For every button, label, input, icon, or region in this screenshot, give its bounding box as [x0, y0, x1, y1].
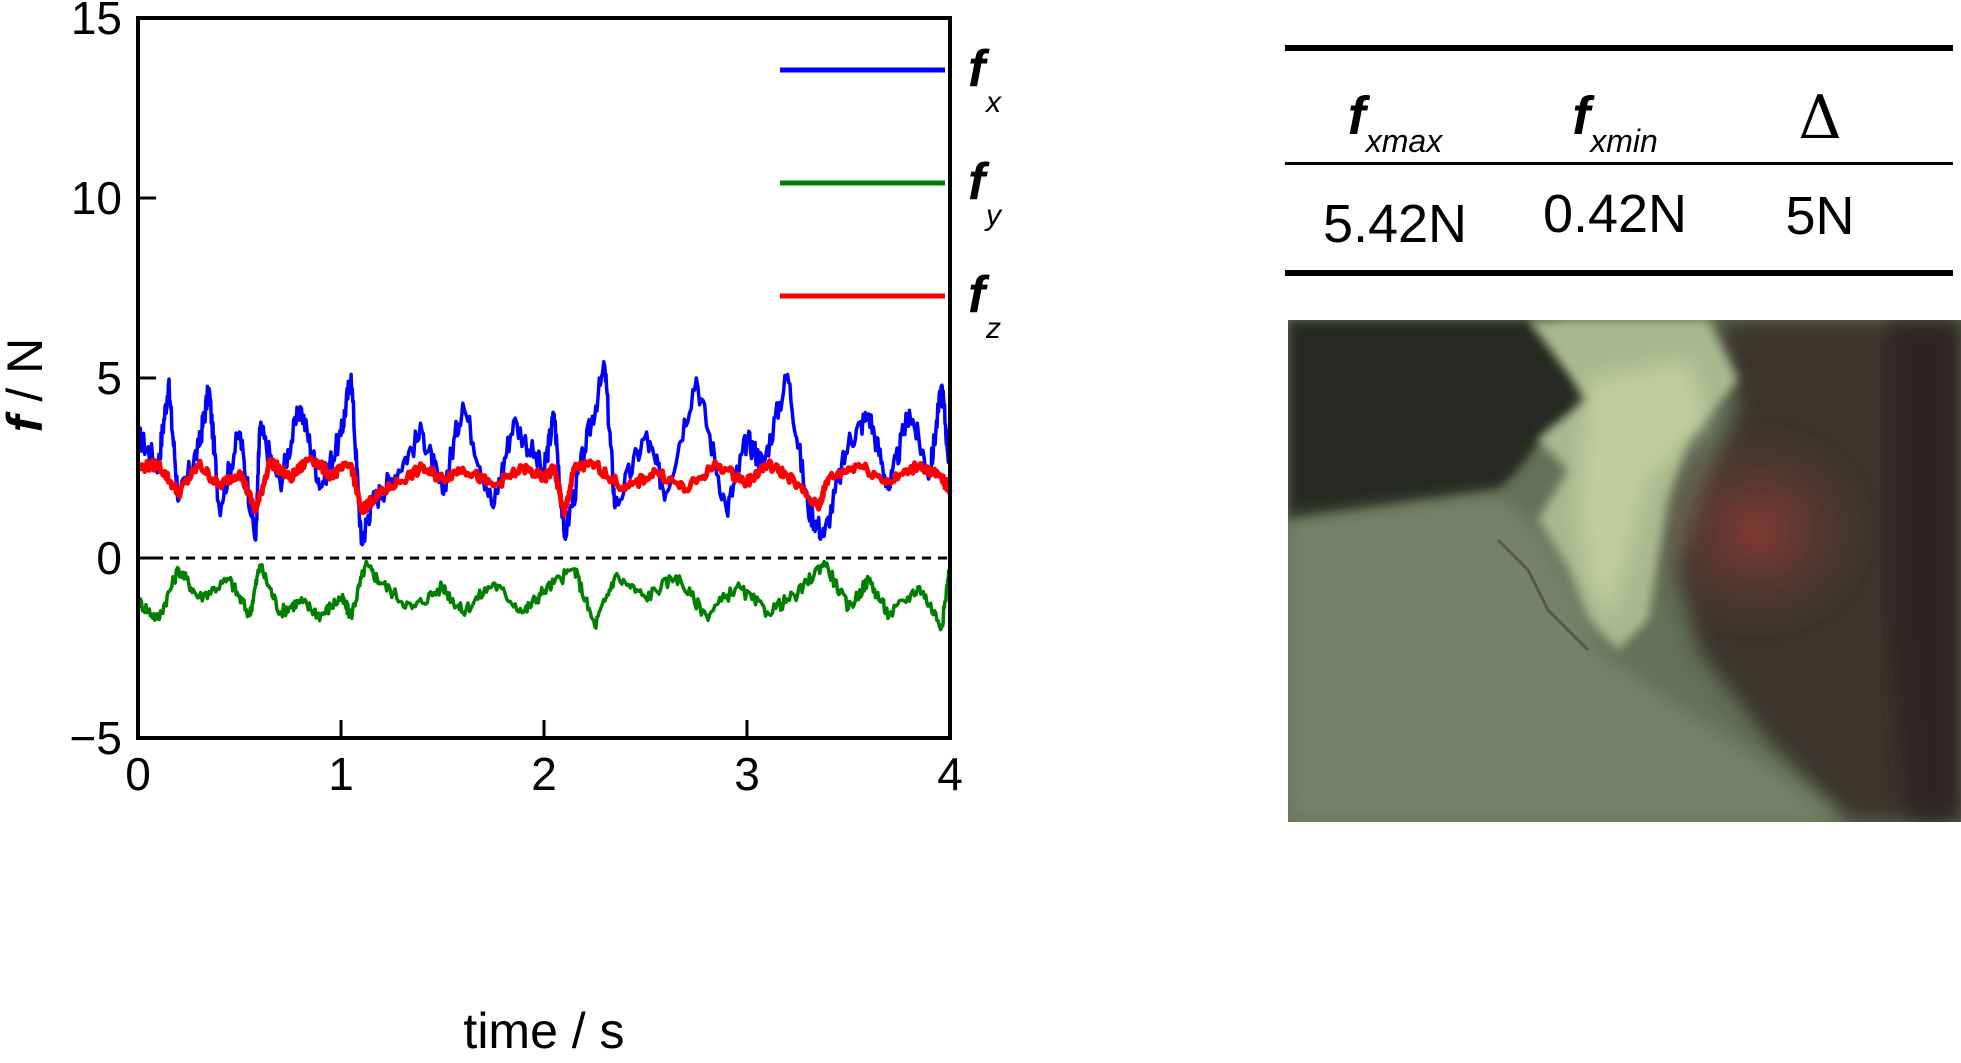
- series-line-fx: [136, 359, 952, 547]
- force-summary-table: fxmax fxmin Δ 5.42N 0.42N 5N: [1285, 45, 1953, 280]
- x-tick-label: 1: [328, 748, 354, 800]
- header-fxmin: fxmin: [1505, 85, 1725, 160]
- y-tick-label: −5: [70, 712, 122, 764]
- table-mid-rule: [1285, 162, 1953, 165]
- header-fxmin-base: f: [1572, 86, 1591, 146]
- y-axis-label: f / N: [0, 338, 53, 432]
- x-tick-label: 2: [531, 748, 557, 800]
- header-fxmax-sub: xmax: [1365, 123, 1443, 159]
- x-tick-label: 3: [734, 748, 760, 800]
- series-line-fy: [136, 559, 952, 632]
- value-fxmin: 0.42N: [1542, 184, 1688, 244]
- header-fxmin-sub: xmin: [1590, 123, 1658, 159]
- series-line-fz: [136, 454, 953, 518]
- table-bottom-rule: [1285, 270, 1953, 276]
- header-fxmax: fxmax: [1285, 85, 1505, 160]
- x-axis-label: time / s: [463, 1003, 624, 1059]
- y-tick-label: 15: [71, 0, 122, 44]
- value-fxmax: 5.42N: [1322, 194, 1468, 254]
- y-tick-label: 0: [96, 532, 122, 584]
- legend-label-fx: f: [968, 40, 990, 98]
- table-top-rule: [1285, 45, 1953, 51]
- x-tick-label: 0: [125, 748, 151, 800]
- specimen-photo-image: [1288, 320, 1961, 822]
- y-tick-label: 10: [71, 172, 122, 224]
- header-delta: Δ: [1798, 83, 1842, 153]
- value-delta: 5N: [1785, 186, 1855, 246]
- legend-label-fy: f: [968, 153, 990, 211]
- x-tick-label: 4: [937, 748, 963, 800]
- specimen-photo: [1288, 320, 1961, 822]
- header-fxmax-base: f: [1347, 86, 1366, 146]
- legend-sub-fy: y: [984, 199, 1003, 232]
- plot-frame: [136, 16, 952, 740]
- legend-sub-fz: z: [985, 312, 1001, 345]
- legend-sub-fx: x: [984, 86, 1002, 119]
- y-tick-label: 5: [96, 352, 122, 404]
- legend-label-fz: f: [968, 266, 990, 324]
